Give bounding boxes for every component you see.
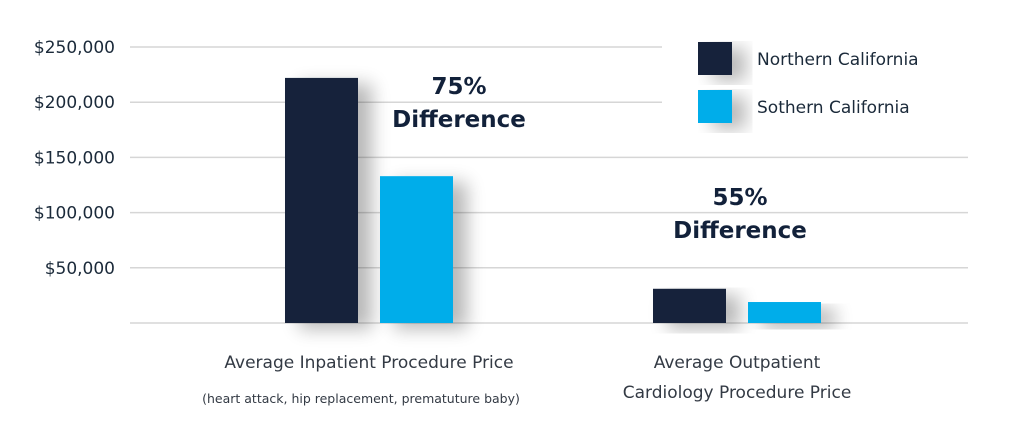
annotations: 75% Difference 55% Difference — [392, 74, 807, 244]
y-tick-label: $150,000 — [34, 148, 115, 168]
y-tick-label: $250,000 — [34, 38, 115, 58]
legend-swatch — [698, 90, 732, 123]
bar-southern-outpatient — [748, 302, 821, 323]
category-note: (heart attack, hip replacement, prematut… — [202, 391, 520, 406]
difference-annotation: 55% — [712, 185, 767, 211]
bar-northern-outpatient — [653, 288, 726, 323]
category-label: Average Outpatient — [654, 353, 821, 373]
difference-annotation: 75% — [431, 74, 486, 100]
legend-swatch — [698, 42, 732, 75]
difference-annotation: Difference — [673, 218, 807, 244]
legend-label: Sothern California — [757, 98, 910, 118]
difference-annotation: Difference — [392, 107, 526, 133]
bar-northern-inpatient — [285, 77, 358, 323]
y-tick-label: $200,000 — [34, 93, 115, 113]
bar-southern-inpatient — [380, 176, 453, 323]
gridlines — [130, 46, 968, 324]
bars — [285, 77, 821, 323]
x-axis-categories: Average Inpatient Procedure Price (heart … — [202, 353, 851, 406]
y-axis-ticks: $50,000 $100,000 $150,000 $200,000 $250,000 — [34, 38, 115, 279]
legend-label: Northern California — [757, 50, 919, 70]
y-tick-label: $100,000 — [34, 204, 115, 224]
category-label: Cardiology Procedure Price — [623, 383, 852, 403]
legend: Northern California Sothern California — [698, 42, 919, 123]
category-label: Average Inpatient Procedure Price — [224, 353, 513, 373]
y-tick-label: $50,000 — [45, 259, 115, 279]
